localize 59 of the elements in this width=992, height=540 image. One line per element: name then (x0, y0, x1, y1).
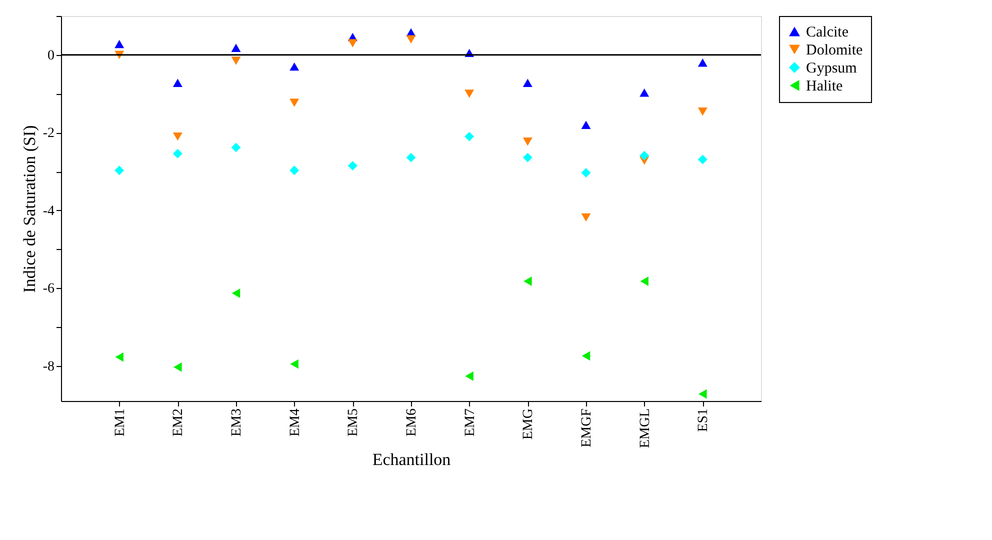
point (581, 120, 591, 129)
x-tick-label: EM5 (346, 408, 362, 436)
point (114, 166, 124, 176)
point (114, 40, 124, 48)
y-tick-label: -2 (42, 126, 54, 142)
point (231, 44, 241, 52)
legend-label: Calcite (806, 24, 849, 40)
point (698, 108, 708, 116)
point (172, 78, 182, 87)
x-axis-title: Echantillon (372, 450, 452, 470)
point (464, 132, 474, 142)
point (115, 352, 124, 362)
point (231, 56, 241, 65)
point (232, 288, 240, 298)
point (465, 371, 474, 381)
point (640, 150, 650, 160)
point (406, 152, 416, 162)
x-tick-label: EM6 (404, 408, 420, 436)
y-tick-label: 0 (48, 48, 54, 64)
x-tick-label: EMGL (638, 408, 653, 448)
point (464, 90, 474, 98)
point (290, 166, 300, 176)
point (640, 88, 650, 97)
point (522, 78, 532, 87)
x-tick-label: ES1 (696, 408, 712, 432)
point (406, 35, 416, 44)
point (348, 160, 358, 170)
x-tick-label: EM3 (230, 408, 244, 436)
point (290, 359, 298, 369)
y-tick-label: -8 (42, 360, 54, 374)
x-tick-label: EMG (521, 408, 536, 440)
point (582, 351, 590, 361)
point (290, 98, 300, 107)
x-tick-label: EM1 (112, 408, 128, 436)
point (172, 148, 182, 158)
point (522, 138, 532, 146)
point (640, 276, 648, 286)
point (524, 276, 532, 286)
point (581, 168, 591, 178)
point (348, 39, 358, 48)
point (231, 142, 241, 152)
y-tick-label: -4 (42, 204, 54, 219)
x-tick-label: EM4 (288, 408, 303, 436)
legend-label: Gypsum (806, 60, 858, 76)
point (522, 152, 532, 162)
point (290, 62, 300, 71)
legend-label: Halite (806, 78, 843, 94)
y-tick-label: -6 (42, 282, 54, 297)
y-axis-title: Indice de Saturation (SI) (20, 125, 39, 293)
x-tick-label: EMGF (580, 408, 594, 448)
x-tick-label: EM7 (462, 408, 478, 436)
point (698, 154, 708, 164)
point (698, 389, 707, 399)
point (172, 132, 182, 141)
point (174, 362, 182, 372)
point (581, 213, 591, 222)
point (698, 58, 708, 67)
legend-label: Dolomite (806, 42, 863, 58)
x-tick-label: EM2 (171, 408, 186, 436)
